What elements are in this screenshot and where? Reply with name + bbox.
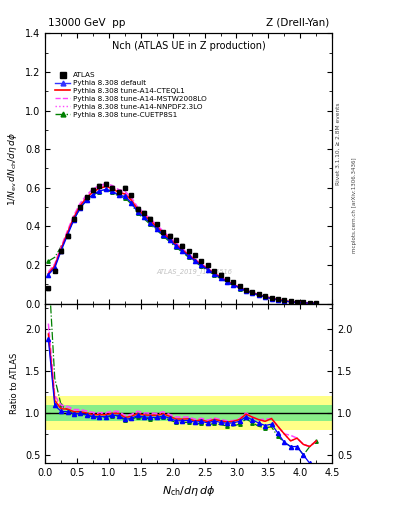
Text: mcplots.cern.ch [arXiv:1306.3436]: mcplots.cern.ch [arXiv:1306.3436] <box>352 157 357 252</box>
Text: Nch (ATLAS UE in Z production): Nch (ATLAS UE in Z production) <box>112 41 266 51</box>
Y-axis label: Ratio to ATLAS: Ratio to ATLAS <box>10 353 19 414</box>
Text: Z (Drell-Yan): Z (Drell-Yan) <box>266 18 329 28</box>
Text: 13000 GeV  pp: 13000 GeV pp <box>48 18 125 28</box>
Legend: ATLAS, Pythia 8.308 default, Pythia 8.308 tune-A14-CTEQL1, Pythia 8.308 tune-A14: ATLAS, Pythia 8.308 default, Pythia 8.30… <box>51 69 210 120</box>
Bar <box>45 404 332 421</box>
Text: ATLAS_2019_I1735516: ATLAS_2019_I1735516 <box>156 268 232 274</box>
X-axis label: $N_{\rm ch}/d\eta\,d\phi$: $N_{\rm ch}/d\eta\,d\phi$ <box>162 484 215 498</box>
Bar <box>45 396 332 430</box>
Text: Rivet 3.1.10, ≥ 2.8M events: Rivet 3.1.10, ≥ 2.8M events <box>336 102 341 185</box>
Y-axis label: $1/N_{\rm ev}\,dN_{\rm ch}/d\eta\,d\phi$: $1/N_{\rm ev}\,dN_{\rm ch}/d\eta\,d\phi$ <box>6 132 19 205</box>
